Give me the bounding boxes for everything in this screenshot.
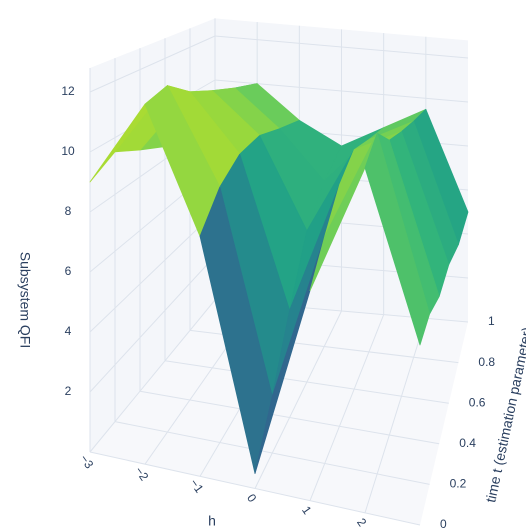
y-axis-title: time t (estimation parameter) <box>482 326 526 504</box>
surface <box>89 83 469 474</box>
y-tick-label: 0.8 <box>478 355 495 369</box>
grid-line <box>89 255 216 393</box>
grid-line <box>254 310 342 489</box>
y-tick-label: 0.6 <box>469 395 486 409</box>
x-tick-label: −2 <box>132 464 152 484</box>
grid-line <box>164 360 449 404</box>
z-tick-label: 8 <box>65 204 72 218</box>
x-tick-label: −1 <box>187 476 207 496</box>
x-tick-label: 0 <box>244 491 259 505</box>
z-tick-label: 4 <box>65 324 72 338</box>
y-tick-label: 0.2 <box>450 477 467 491</box>
x-tick-label: 2 <box>354 516 369 530</box>
grid-line <box>139 390 440 445</box>
grid-line <box>309 314 385 501</box>
floor <box>90 300 468 525</box>
grid-line <box>89 451 421 526</box>
z-tick-label: 6 <box>65 264 72 278</box>
y-tick-label: 1 <box>488 314 495 328</box>
grid-line <box>364 318 427 513</box>
y-tick-label: 0 <box>440 517 447 531</box>
grid-line <box>114 421 430 485</box>
x-tick-label: −3 <box>77 452 97 472</box>
grid-line <box>89 299 216 453</box>
y-tick-label: 0.4 <box>459 436 476 450</box>
grid-line <box>214 35 469 59</box>
z-tick-label: 2 <box>65 384 72 398</box>
grid-line <box>89 35 216 93</box>
z-tick-label: 12 <box>61 84 75 98</box>
x-tick-label: 1 <box>299 503 314 517</box>
grid-line <box>89 211 216 333</box>
x-axis-title: h <box>208 513 216 529</box>
z-tick-label: 10 <box>61 144 75 158</box>
z-axis-title: Subsystem QFI <box>17 252 33 348</box>
surface-patch <box>364 132 431 346</box>
